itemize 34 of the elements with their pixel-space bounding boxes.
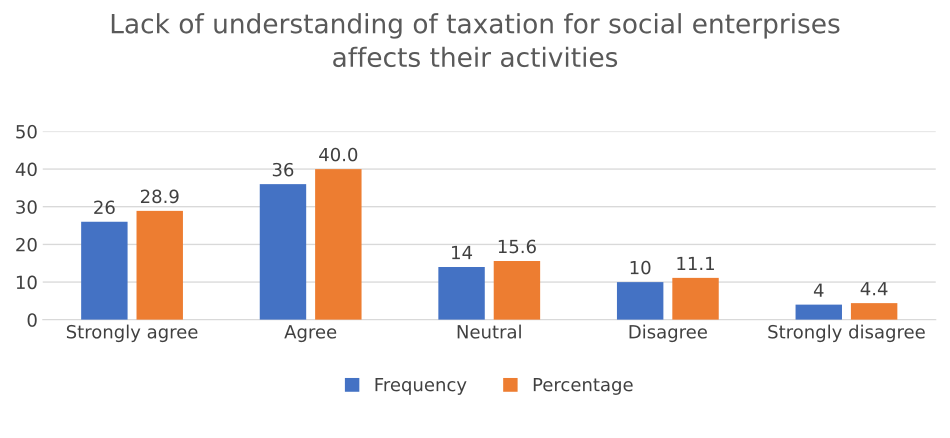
data-label: 28.9 [140,190,179,204]
legend-label: Frequency [376,378,467,395]
bar [260,184,306,320]
bar [136,210,183,320]
x-tick-label: Agree [284,325,336,342]
data-label: 15.6 [498,240,536,254]
x-tick-label: Strongly disagree [768,324,925,342]
bar [438,267,485,320]
y-tick-label: 30 [16,200,37,214]
x-tick-label: Strongly agree [66,324,198,342]
y-tick-label: 20 [16,238,37,252]
x-tick-label: Disagree [630,324,707,342]
x-tick-label: Neutral [458,324,521,339]
bar [850,303,898,320]
y-tick-label: 0 [28,313,37,327]
y-tick-label: 10 [16,276,37,290]
bar [616,282,664,320]
chart-title: Lack of understanding of taxation for social enterprises affects their activities [112,13,840,68]
bar [315,169,362,320]
data-label: 4.4 [860,282,888,296]
data-label: 14 [452,246,472,260]
y-tick-label: 50 [16,124,37,139]
data-label: 11.1 [677,256,714,270]
y-tick-label: 40 [16,162,37,176]
bar [796,304,842,320]
data-label: 36 [272,162,294,176]
bar [81,222,128,320]
data-label: 10 [630,260,650,274]
legend-label: Percentage [534,378,633,395]
bar [672,278,719,320]
bar [494,260,540,320]
data-label: 40.0 [319,148,358,162]
data-label: 4 [814,284,824,297]
data-label: 26 [94,200,115,214]
